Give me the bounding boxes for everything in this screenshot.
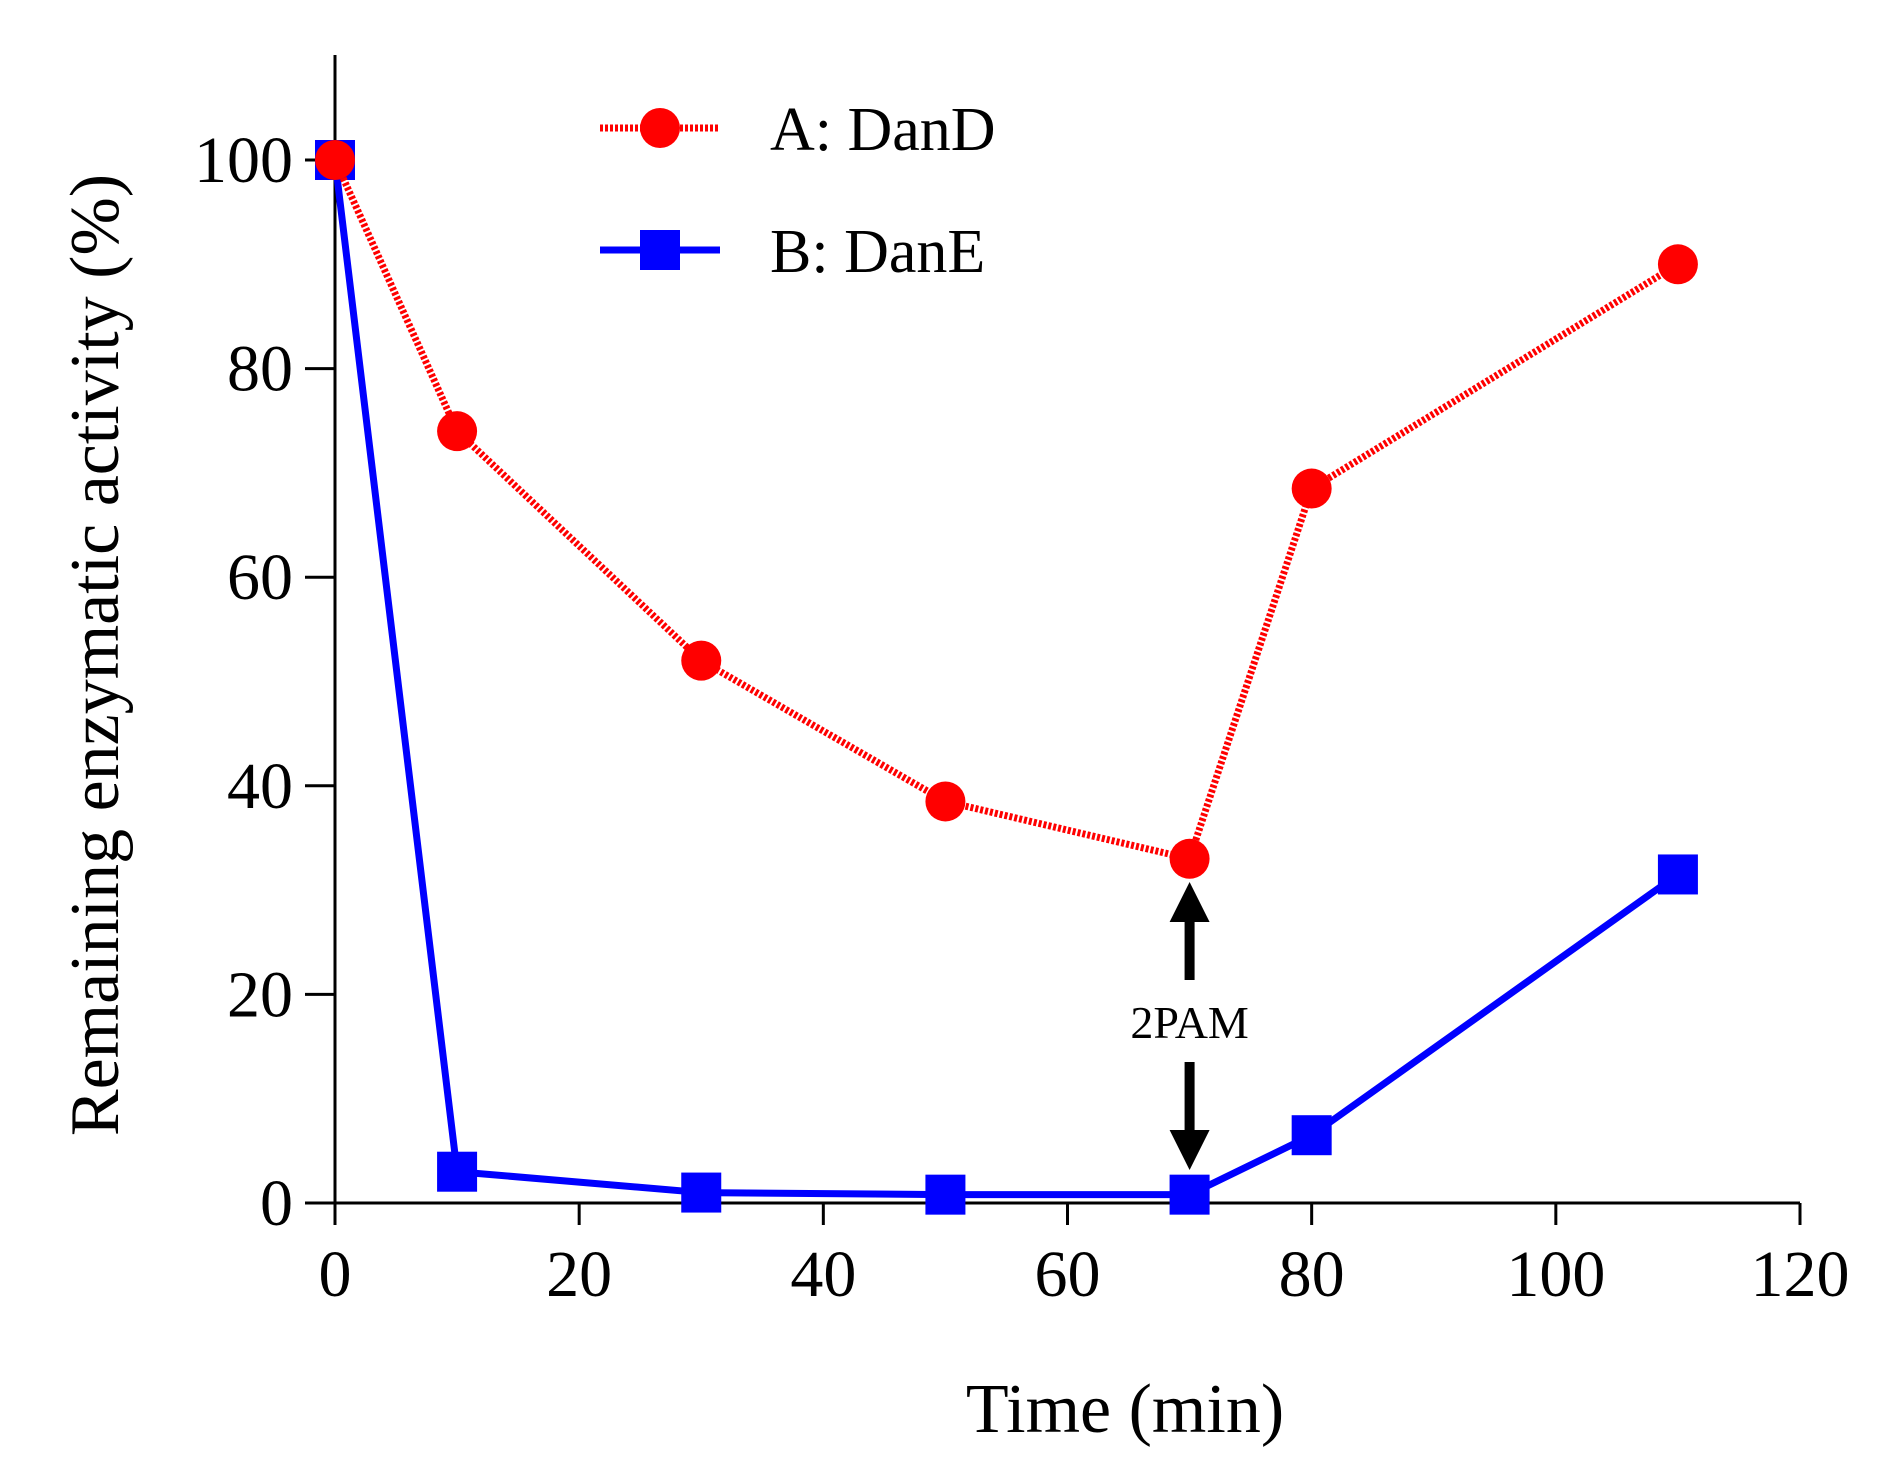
series-line (331, 159, 1680, 1199)
x-tick-label: 40 (790, 1238, 856, 1311)
legend-marker (640, 108, 680, 148)
data-point (925, 781, 966, 822)
annotation-layer: 2PAM (1130, 882, 1249, 1170)
legend-item: A: DanD (600, 96, 996, 164)
series-layer (315, 140, 1698, 1215)
arrow-down-head (1169, 1130, 1210, 1170)
x-tick-label: 0 (319, 1238, 352, 1311)
data-point (437, 411, 478, 452)
y-axis-title: Remaining enzymatic activity (%) (57, 174, 134, 1136)
data-point (437, 1151, 478, 1192)
x-axis-title: Time (min) (966, 1371, 1284, 1448)
data-point (681, 640, 722, 681)
legend-item: B: DanE (600, 218, 985, 286)
axes: 0 20 40 60 80 100 120 0 20 40 60 80 100 (194, 55, 1850, 1311)
series-line (331, 158, 1680, 863)
y-tick-label: 60 (227, 541, 293, 614)
series-square (315, 140, 1698, 1215)
data-point (1657, 854, 1698, 895)
y-tick-label: 100 (194, 124, 293, 197)
legend-label: B: DanE (770, 218, 985, 286)
series-circle (315, 140, 1698, 879)
data-point (925, 1174, 966, 1215)
y-tick-label: 20 (227, 958, 293, 1031)
annotation-arrow: 2PAM (1130, 882, 1249, 1170)
data-point (315, 140, 355, 180)
x-tick-label: 20 (546, 1238, 612, 1311)
x-tick-label: 120 (1751, 1238, 1850, 1311)
data-point (681, 1172, 722, 1213)
x-tick-label: 100 (1506, 1238, 1605, 1311)
x-tick-label: 80 (1279, 1238, 1345, 1311)
x-ticks: 0 20 40 60 80 100 120 (319, 1203, 1850, 1311)
data-point (1291, 1115, 1332, 1156)
data-point (1657, 244, 1698, 285)
data-point (1169, 838, 1210, 879)
y-ticks: 0 20 40 60 80 100 (194, 124, 335, 1240)
arrow-up-head (1169, 882, 1210, 922)
legend: A: DanD B: DanE (600, 96, 996, 286)
y-tick-label: 0 (260, 1167, 293, 1240)
y-tick-label: 80 (227, 333, 293, 406)
legend-marker (640, 230, 680, 270)
x-tick-label: 60 (1035, 1238, 1101, 1311)
legend-label: A: DanD (770, 96, 996, 164)
annotation-label: 2PAM (1130, 997, 1248, 1048)
data-point (1291, 468, 1332, 509)
y-tick-label: 40 (227, 750, 293, 823)
data-point (1169, 1174, 1210, 1215)
